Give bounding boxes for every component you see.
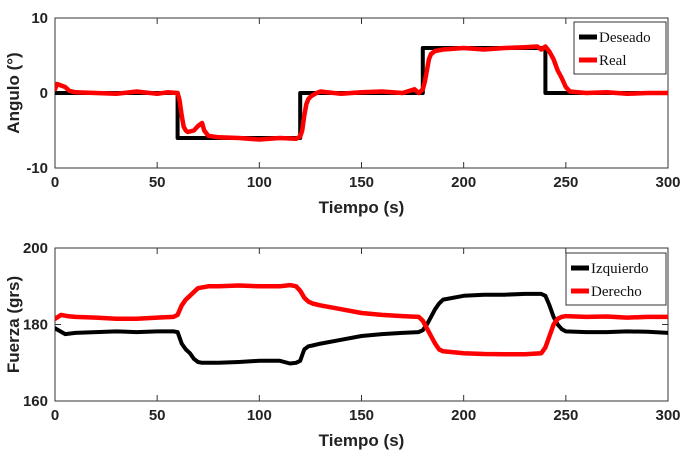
force-xtick-label: 250 [553, 407, 578, 424]
angle-xtick-label: 50 [149, 174, 166, 191]
force-xtick-label: 100 [247, 407, 272, 424]
angle-ytick-label: 0 [40, 85, 48, 102]
force-series-derecho-line [55, 282, 668, 357]
angle-series-real-line [55, 44, 668, 142]
angle-series-group [55, 44, 668, 142]
angle-legend-label-real: Real [599, 53, 627, 69]
force-xlabel: Tiempo (s) [319, 431, 405, 450]
force-ytick-label: 180 [23, 317, 48, 334]
angle-xtick-label: 200 [451, 174, 476, 191]
force-xtick-label: 150 [349, 407, 374, 424]
force-series-izquierdo-line [55, 291, 668, 366]
force-legend-label-derecho: Derecho [591, 284, 642, 300]
angle-ytick-label: -10 [26, 160, 48, 177]
angle-ytick-label: 10 [31, 10, 48, 27]
force-series-group [55, 282, 668, 366]
angle-legend-label-deseado: Deseado [599, 30, 651, 46]
angle-xtick-label: 0 [51, 174, 59, 191]
force-legend-label-izquierdo: Izquierdo [591, 261, 648, 277]
force-xtick-label: 300 [655, 407, 680, 424]
force-ylabel: Fuerza (grs) [4, 276, 23, 373]
force-xtick-label: 0 [51, 407, 59, 424]
angle-xlabel: Tiempo (s) [319, 198, 405, 217]
force-ytick-label: 200 [23, 240, 48, 257]
angle-legend: Deseado Real [573, 21, 667, 75]
angle-xtick-label: 300 [655, 174, 680, 191]
force-ytick-label: 160 [23, 393, 48, 410]
angle-xtick-label: 100 [247, 174, 272, 191]
force-legend-box [565, 252, 667, 306]
force-chart: 0 50 100 150 200 250 300 160 180 200 Tiempo (s) Fue… [4, 240, 681, 450]
angle-xtick-label: 250 [553, 174, 578, 191]
force-xtick-label: 200 [451, 407, 476, 424]
force-legend: Izquierdo Derecho [565, 252, 667, 306]
angle-xtick-label: 150 [349, 174, 374, 191]
angle-ylabel: Angulo (°) [4, 52, 23, 133]
angle-legend-box [573, 21, 667, 75]
force-xtick-label: 50 [149, 407, 166, 424]
